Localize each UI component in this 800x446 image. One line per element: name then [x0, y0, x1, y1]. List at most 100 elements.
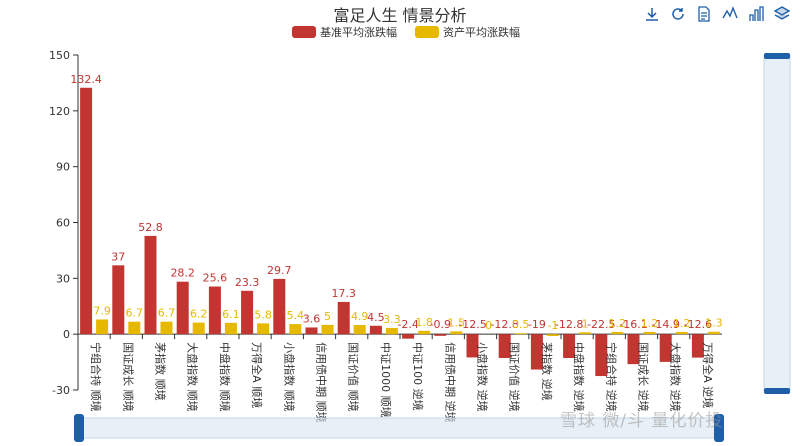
- x-tick-label: 中盘指数 逆境: [572, 342, 586, 412]
- data-label-asset: 6.7: [158, 307, 176, 320]
- bar-asset[interactable]: [675, 331, 688, 335]
- bar-asset[interactable]: [450, 331, 463, 335]
- bar-base[interactable]: [273, 278, 286, 335]
- data-label-asset: 4.9: [351, 310, 369, 323]
- bar-base[interactable]: [563, 334, 576, 358]
- legend-swatch-asset: [415, 26, 439, 38]
- y-tick-label: 0: [63, 328, 70, 341]
- datazoom-y-handle-bottom[interactable]: [764, 388, 790, 394]
- bar-base[interactable]: [530, 334, 543, 370]
- data-label-asset: 6.1: [222, 308, 240, 321]
- watermark: 雪球 微/斗 量化价投: [560, 411, 724, 431]
- data-label-asset: 1.3: [705, 317, 723, 330]
- legend-item-base[interactable]: 基准平均涨跌幅: [292, 24, 397, 40]
- bar-asset[interactable]: [160, 321, 173, 335]
- bar-asset[interactable]: [224, 322, 237, 335]
- bar-asset[interactable]: [611, 331, 624, 335]
- bar-base[interactable]: [112, 265, 125, 335]
- bar-base[interactable]: [369, 325, 382, 335]
- x-tick-label: 大盘指数 逆境: [669, 342, 683, 412]
- bar-base[interactable]: [305, 327, 318, 335]
- data-label-base: -16.1: [619, 318, 647, 331]
- bar-base[interactable]: [659, 334, 672, 362]
- data-label-base: -12.8: [555, 318, 583, 331]
- bar-asset[interactable]: [707, 331, 720, 335]
- data-label-asset: 6.2: [190, 308, 208, 321]
- bar-base[interactable]: [691, 334, 704, 358]
- bar-asset[interactable]: [321, 324, 334, 335]
- data-label-asset: 5.4: [287, 309, 305, 322]
- y-tick-label: 60: [56, 217, 70, 230]
- bar-asset[interactable]: [257, 323, 270, 335]
- datazoom-x-handle-right[interactable]: [714, 414, 724, 442]
- datazoom-y-track[interactable]: [763, 54, 791, 392]
- bar-asset[interactable]: [353, 325, 366, 335]
- data-label-base: -12.6: [684, 318, 712, 331]
- bar-asset[interactable]: [514, 333, 527, 335]
- data-label-base: 23.3: [235, 276, 260, 289]
- bar-asset[interactable]: [418, 330, 431, 335]
- bar-asset[interactable]: [289, 324, 302, 335]
- datazoom-y-handle-top[interactable]: [764, 53, 790, 59]
- x-tick-label: 茅指数 逆境: [540, 342, 554, 401]
- bar-asset[interactable]: [643, 331, 656, 335]
- bar-base[interactable]: [144, 235, 157, 335]
- data-label-base: 25.6: [203, 272, 228, 285]
- legend-item-asset[interactable]: 资产平均涨跌幅: [415, 24, 520, 40]
- data-label-base: 29.7: [267, 264, 292, 277]
- bar-asset[interactable]: [385, 328, 398, 335]
- data-label-asset: 1.2: [673, 317, 691, 330]
- legend-label-base: 基准平均涨跌幅: [320, 26, 397, 39]
- legend: 基准平均涨跌幅 资产平均涨跌幅: [292, 24, 520, 40]
- x-tick-label: 国证成长 逆境: [637, 342, 651, 412]
- bar-base[interactable]: [176, 281, 189, 335]
- data-label-base: -2.4: [397, 318, 418, 331]
- bar-base[interactable]: [402, 334, 415, 339]
- x-tick-label: 中证100 逆境: [411, 342, 425, 411]
- data-label-base: 52.8: [138, 221, 163, 234]
- x-tick-label: 万得全A 逆境: [701, 342, 715, 408]
- stack-icon[interactable]: [774, 6, 790, 22]
- bar-base[interactable]: [434, 334, 447, 336]
- data-label-base: -0.9: [430, 318, 451, 331]
- data-label-asset: 5.8: [254, 308, 272, 321]
- bar-asset[interactable]: [128, 321, 141, 335]
- bar-base[interactable]: [466, 334, 479, 358]
- y-tick-label: -30: [52, 384, 70, 397]
- data-label-asset: 0.5: [512, 318, 530, 331]
- bar-asset[interactable]: [192, 322, 205, 335]
- x-tick-label: 中盘指数 顺境: [218, 342, 232, 412]
- data-label-base: -19: [528, 318, 546, 331]
- data-label-base: -12.8: [490, 318, 518, 331]
- toolbox: [644, 6, 790, 22]
- bar-base[interactable]: [241, 290, 254, 335]
- bar-base[interactable]: [80, 87, 93, 335]
- x-tick-label: 国证价值 逆境: [508, 342, 522, 412]
- data-view-icon[interactable]: [696, 6, 712, 22]
- bar-asset[interactable]: [96, 319, 109, 335]
- line-chart-icon[interactable]: [722, 6, 738, 22]
- legend-swatch-base: [292, 26, 316, 38]
- bar-asset[interactable]: [579, 332, 592, 335]
- data-label-base: 3.6: [303, 312, 321, 325]
- data-label-base: 132.4: [70, 73, 102, 86]
- data-label-base: -22.5: [587, 318, 615, 331]
- bar-chart-icon[interactable]: [748, 6, 764, 22]
- y-tick-label: 90: [56, 161, 70, 174]
- bar-base[interactable]: [627, 334, 640, 365]
- refresh-icon[interactable]: [670, 6, 686, 22]
- bar-asset[interactable]: [546, 334, 559, 337]
- bar-base[interactable]: [208, 286, 221, 335]
- chart-title: 富足人生 情景分析: [333, 6, 467, 25]
- download-icon[interactable]: [644, 6, 660, 22]
- data-label-asset: -1: [547, 319, 558, 332]
- bar-base[interactable]: [498, 334, 511, 358]
- bar-base[interactable]: [337, 301, 350, 335]
- bar-base[interactable]: [595, 334, 608, 377]
- x-tick-label: 国证价值 顺境: [347, 342, 361, 412]
- datazoom-x-handle-left[interactable]: [74, 414, 84, 442]
- data-label-base: 37: [111, 250, 125, 263]
- data-label-asset: 3.3: [383, 313, 401, 326]
